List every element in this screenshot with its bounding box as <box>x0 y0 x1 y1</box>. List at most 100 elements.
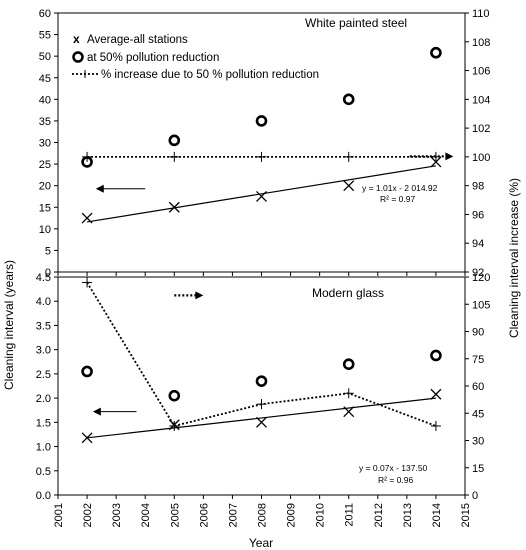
right-tick-label: 92 <box>472 267 484 279</box>
left-tick-label: 60 <box>39 8 51 20</box>
left-tick-label: 2.5 <box>36 369 51 381</box>
left-tick-label: 0.5 <box>36 466 51 478</box>
left-tick-label: 0 <box>45 267 51 279</box>
x-tick-label: 2015 <box>460 503 472 527</box>
left-tick-label: 35 <box>39 116 51 128</box>
right-tick-label: 105 <box>472 299 490 311</box>
arrow-head <box>195 291 204 300</box>
legend-label-50pct: at 50% pollution reduction <box>87 52 219 64</box>
arrow-head <box>92 407 101 416</box>
legend-label-average: Average-all stations <box>87 34 188 46</box>
left-tick-label: 3.0 <box>36 345 51 357</box>
bottom-panel-title: Modern glass <box>312 286 384 300</box>
legend-x-marker: x <box>73 32 80 46</box>
top-panel-title: White painted steel <box>305 16 407 30</box>
x-tick-label: 2011 <box>344 503 356 527</box>
right-tick-label: 108 <box>472 37 490 49</box>
left-tick-label: 50 <box>39 51 51 63</box>
y-axis-title-left: Cleaning interval (years) <box>2 260 16 390</box>
right-tick-label: 102 <box>472 123 490 135</box>
left-tick-label: 55 <box>39 30 51 42</box>
left-tick-label: 5 <box>45 245 51 257</box>
x-marker <box>256 190 267 202</box>
circle-marker <box>168 389 181 402</box>
legend-label-increase: % increase due to 50 % pollution reducti… <box>101 69 319 81</box>
left-tick-label: 1.0 <box>36 442 51 454</box>
left-tick-label: 20 <box>39 181 51 193</box>
arrow-head <box>445 152 454 161</box>
right-tick-label: 94 <box>472 238 484 250</box>
plot-marks <box>81 46 454 444</box>
left-tick-label: 40 <box>39 94 51 106</box>
x-marker <box>430 388 442 400</box>
left-tick-label: 30 <box>39 138 51 150</box>
right-tick-label: 120 <box>472 272 490 284</box>
legend-circle-marker <box>72 51 84 63</box>
right-tick-label: 75 <box>472 354 484 366</box>
right-tick-label: 106 <box>472 66 490 78</box>
x-tick-label: 2004 <box>140 503 152 527</box>
left-tick-label: 45 <box>39 73 51 85</box>
left-tick-label: 4.5 <box>36 272 51 284</box>
x-marker <box>343 180 355 192</box>
circle-marker <box>255 375 268 387</box>
right-tick-label: 45 <box>472 408 484 420</box>
circle-marker <box>342 358 355 371</box>
x-tick-label: 2009 <box>286 503 298 527</box>
left-tick-label: 15 <box>39 202 51 214</box>
right-tick-label: 100 <box>472 152 490 164</box>
left-tick-label: 1.5 <box>36 417 51 429</box>
circle-marker <box>430 349 442 362</box>
x-axis-title: Year <box>249 536 273 550</box>
circle-marker <box>342 93 355 106</box>
right-tick-label: 15 <box>472 463 484 475</box>
x-tick-label: 2003 <box>111 503 123 527</box>
x-tick-label: 2002 <box>82 503 94 527</box>
x-tick-label: 2012 <box>373 503 385 527</box>
x-tick-label: 2001 <box>53 503 65 527</box>
left-tick-label: 3.5 <box>36 320 51 332</box>
right-tick-label: 90 <box>472 327 484 339</box>
left-tick-label: 0.0 <box>36 490 51 502</box>
x-tick-label: 2007 <box>227 503 239 527</box>
axes: 0 5 10 15 20 25 30 35 40 45 50 55 60 92 94 96 98 100 102 10… <box>36 8 491 527</box>
left-tick-label: 2.0 <box>36 393 51 405</box>
circle-marker <box>81 365 93 378</box>
x-marker <box>168 201 180 213</box>
x-marker <box>81 212 93 224</box>
x-marker <box>168 419 180 431</box>
x-tick-label: 2013 <box>402 503 414 527</box>
arrow-head <box>95 184 104 193</box>
left-tick-label: 10 <box>39 224 51 236</box>
x-marker <box>81 432 93 444</box>
x-marker <box>256 416 267 428</box>
right-tick-label: 98 <box>472 181 484 193</box>
x-marker <box>343 406 355 418</box>
x-tick-label: 2005 <box>169 503 181 527</box>
top-equation: y = 1.01x - 2 014.92 <box>362 183 438 193</box>
right-tick-label: 60 <box>472 381 484 393</box>
circle-marker <box>168 134 181 147</box>
right-tick-label: 0 <box>472 490 478 502</box>
left-tick-label: 25 <box>39 159 51 171</box>
legend: x Average-all stations at 50% pollution … <box>72 32 319 81</box>
x-tick-label: 2014 <box>431 503 443 527</box>
circle-marker <box>255 115 268 127</box>
bottom-equation: y = 0.07x - 137.50 <box>359 463 428 473</box>
right-tick-label: 96 <box>472 209 484 221</box>
top-r2: R² = 0.97 <box>380 194 415 204</box>
x-tick-label: 2010 <box>315 503 327 527</box>
x-tick-label: 2006 <box>198 503 210 527</box>
trendline <box>86 165 437 223</box>
left-tick-label: 4.0 <box>36 296 51 308</box>
y-axis-title-right: Cleaning interval increase (%) <box>507 178 521 338</box>
x-tick-label: 2008 <box>257 503 269 527</box>
right-tick-label: 30 <box>472 436 484 448</box>
x-marker <box>430 156 442 168</box>
bottom-r2: R² = 0.96 <box>378 475 413 485</box>
circle-marker <box>81 156 93 168</box>
right-tick-label: 110 <box>472 8 490 20</box>
circle-marker <box>430 46 442 59</box>
right-tick-label: 104 <box>472 94 490 106</box>
